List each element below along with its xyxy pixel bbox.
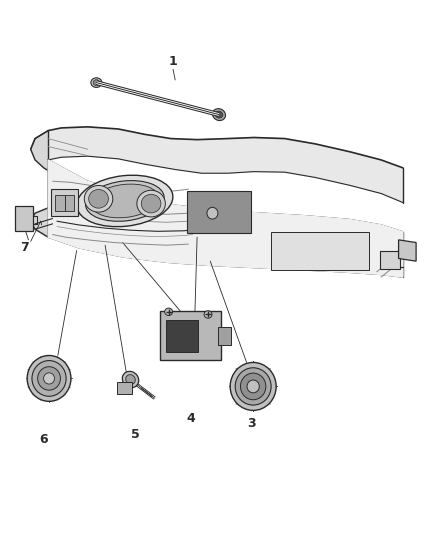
Ellipse shape [85, 181, 164, 221]
Text: 2: 2 [405, 241, 414, 254]
Ellipse shape [141, 195, 161, 213]
Ellipse shape [84, 185, 113, 212]
FancyBboxPatch shape [166, 320, 198, 352]
Polygon shape [399, 240, 416, 261]
Ellipse shape [88, 190, 109, 208]
Ellipse shape [137, 190, 166, 217]
Ellipse shape [27, 356, 71, 401]
Ellipse shape [247, 380, 259, 393]
Ellipse shape [212, 109, 226, 120]
Ellipse shape [91, 184, 159, 218]
Ellipse shape [204, 311, 212, 318]
Ellipse shape [240, 373, 266, 400]
Text: 3: 3 [247, 417, 256, 430]
Text: 5: 5 [131, 428, 140, 441]
Polygon shape [48, 160, 403, 277]
Ellipse shape [126, 375, 135, 384]
Ellipse shape [32, 360, 66, 397]
Ellipse shape [91, 78, 102, 87]
Text: 7: 7 [20, 241, 28, 254]
Ellipse shape [215, 111, 223, 118]
FancyBboxPatch shape [380, 251, 400, 269]
Ellipse shape [93, 79, 99, 86]
FancyBboxPatch shape [51, 189, 78, 216]
Text: 1: 1 [169, 55, 177, 68]
Text: 4: 4 [186, 412, 195, 425]
FancyBboxPatch shape [160, 311, 221, 360]
Polygon shape [31, 131, 88, 237]
FancyBboxPatch shape [271, 232, 369, 270]
Ellipse shape [235, 368, 271, 405]
Ellipse shape [38, 367, 60, 390]
Polygon shape [48, 127, 403, 203]
FancyBboxPatch shape [15, 206, 33, 231]
Ellipse shape [207, 207, 218, 219]
Ellipse shape [230, 362, 276, 410]
FancyBboxPatch shape [218, 327, 231, 345]
FancyBboxPatch shape [55, 195, 65, 211]
FancyBboxPatch shape [187, 191, 251, 233]
Ellipse shape [77, 175, 173, 227]
FancyBboxPatch shape [117, 382, 132, 394]
Ellipse shape [122, 372, 139, 387]
Text: 6: 6 [39, 433, 48, 446]
Ellipse shape [165, 308, 173, 316]
FancyBboxPatch shape [65, 195, 74, 211]
Ellipse shape [44, 373, 55, 384]
